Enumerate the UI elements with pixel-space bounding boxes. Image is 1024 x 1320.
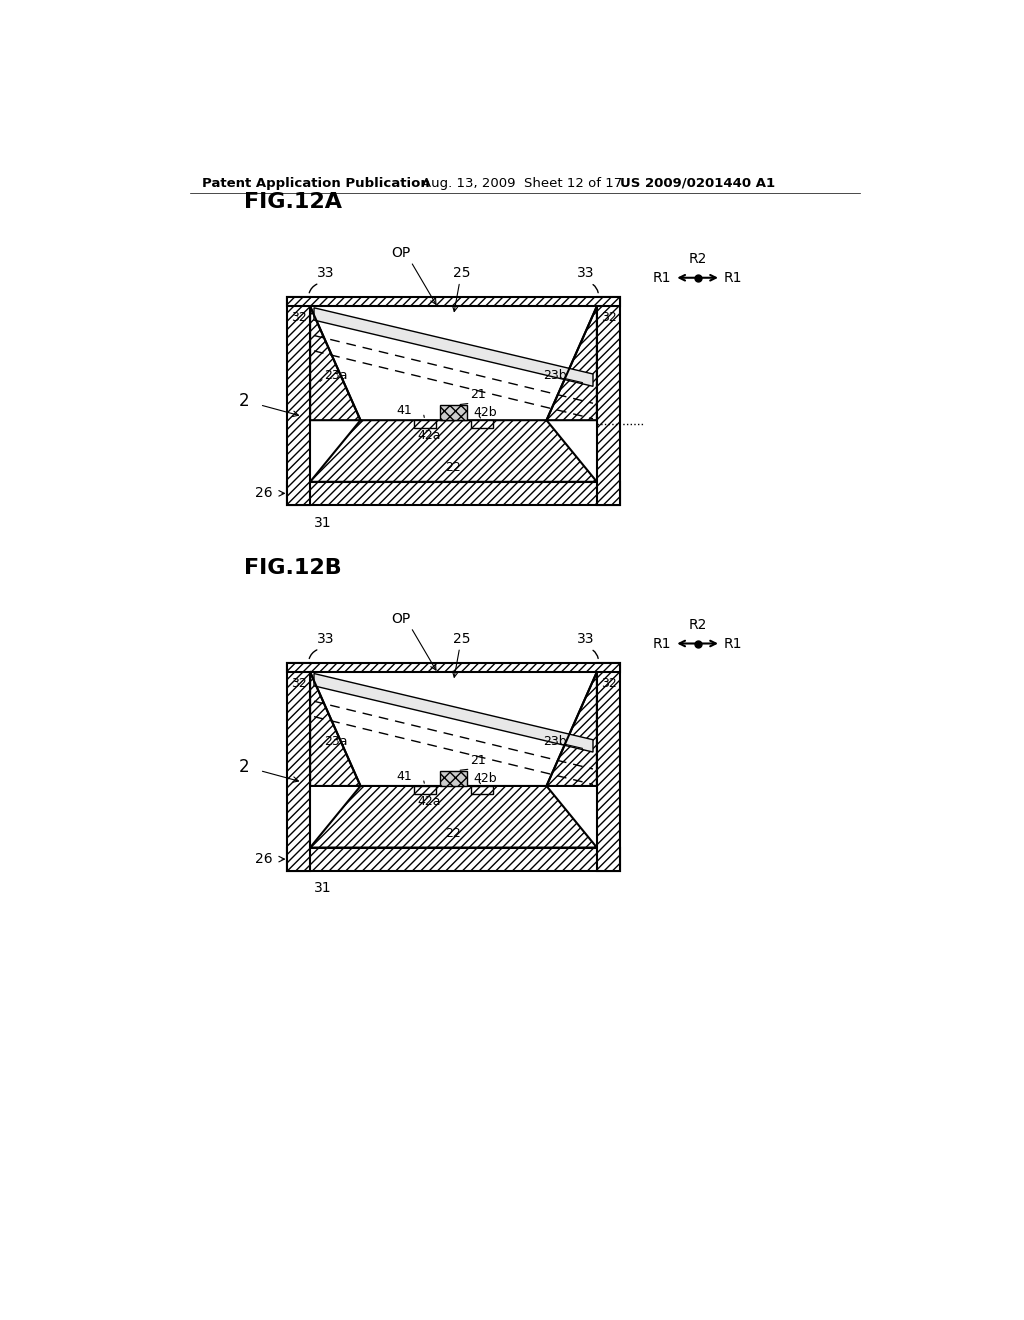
Text: 32: 32 [601, 312, 616, 325]
Text: 41: 41 [396, 770, 413, 783]
Text: Patent Application Publication: Patent Application Publication [202, 177, 429, 190]
Text: Aug. 13, 2009  Sheet 12 of 17: Aug. 13, 2009 Sheet 12 of 17 [423, 177, 623, 190]
Text: 21: 21 [471, 754, 486, 767]
Text: R2: R2 [688, 618, 707, 632]
Text: 2: 2 [239, 392, 250, 411]
Polygon shape [310, 672, 360, 785]
Text: R2: R2 [688, 252, 707, 267]
Text: 22: 22 [445, 462, 462, 474]
Bar [597, 663, 621, 871]
Bar [287, 297, 310, 506]
Text: FIG.12B: FIG.12B [245, 558, 342, 578]
Text: 32: 32 [291, 312, 306, 325]
Text: 32: 32 [601, 677, 616, 690]
Text: R1: R1 [652, 636, 672, 651]
Text: 31: 31 [314, 882, 332, 895]
Text: R1: R1 [724, 271, 742, 285]
Text: R1: R1 [652, 271, 672, 285]
Polygon shape [310, 306, 360, 420]
Bar [471, 420, 493, 428]
Text: 41: 41 [396, 404, 413, 417]
Text: OP: OP [391, 611, 411, 626]
Text: 23a: 23a [324, 370, 347, 381]
Text: 21: 21 [471, 388, 486, 401]
Polygon shape [314, 308, 593, 387]
Bar [287, 847, 621, 871]
Bar [287, 663, 621, 672]
Text: 42a: 42a [417, 795, 440, 808]
Text: 42b: 42b [473, 772, 497, 785]
Polygon shape [314, 673, 593, 752]
Bar [597, 297, 621, 506]
Polygon shape [547, 306, 597, 420]
Text: 32: 32 [291, 677, 306, 690]
Text: FIG.12A: FIG.12A [245, 193, 342, 213]
Bar [287, 663, 310, 871]
Text: 23b: 23b [543, 370, 566, 381]
Polygon shape [547, 672, 597, 785]
Bar [310, 306, 547, 420]
Polygon shape [310, 420, 597, 482]
Text: US 2009/0201440 A1: US 2009/0201440 A1 [621, 177, 775, 190]
Text: OP: OP [391, 246, 411, 260]
Text: 2: 2 [239, 758, 250, 776]
Bar [287, 482, 621, 506]
Bar [310, 672, 597, 847]
Text: 33: 33 [577, 632, 594, 645]
Text: 22: 22 [445, 828, 462, 841]
Bar [414, 420, 435, 428]
Text: 31: 31 [314, 516, 332, 529]
Bar [310, 306, 597, 482]
Text: 25: 25 [453, 267, 470, 280]
Text: 26: 26 [255, 486, 273, 500]
Polygon shape [310, 785, 597, 847]
Text: 26: 26 [255, 853, 273, 866]
Text: 23b: 23b [543, 735, 566, 748]
Text: 42b: 42b [473, 407, 497, 418]
Text: 42a: 42a [417, 429, 440, 442]
Text: 33: 33 [316, 267, 335, 280]
Polygon shape [310, 306, 597, 420]
Bar [439, 771, 467, 785]
Polygon shape [310, 672, 597, 785]
Text: 33: 33 [316, 632, 335, 645]
Bar [287, 297, 621, 306]
Text: 25: 25 [453, 632, 470, 645]
Bar [310, 672, 547, 785]
Text: R1: R1 [724, 636, 742, 651]
Text: 23a: 23a [324, 735, 347, 748]
Bar [439, 405, 467, 420]
Text: 33: 33 [577, 267, 594, 280]
Bar [471, 785, 493, 793]
Bar [414, 785, 435, 793]
